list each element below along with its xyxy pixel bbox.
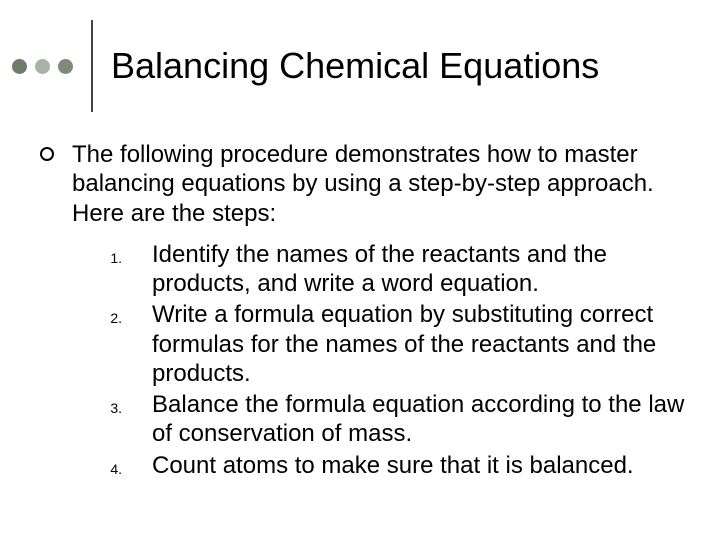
list-item: 2. Write a formula equation by substitut… — [104, 300, 700, 388]
intro-text: The following procedure demonstrates how… — [72, 140, 700, 228]
step-text: Write a formula equation by substituting… — [152, 300, 700, 388]
step-number: 4. — [104, 451, 122, 477]
dot-icon — [12, 59, 27, 74]
list-item: 4. Count atoms to make sure that it is b… — [104, 451, 700, 480]
slide: Balancing Chemical Equations The followi… — [0, 0, 720, 540]
bullet-icon — [40, 147, 54, 161]
vertical-divider-icon — [91, 20, 93, 112]
step-number: 2. — [104, 300, 122, 326]
step-text: Identify the names of the reactants and … — [152, 240, 700, 299]
step-number: 1. — [104, 240, 122, 266]
intro-row: The following procedure demonstrates how… — [40, 140, 700, 228]
list-item: 1. Identify the names of the reactants a… — [104, 240, 700, 299]
slide-body: The following procedure demonstrates how… — [12, 140, 708, 480]
steps-list: 1. Identify the names of the reactants a… — [40, 240, 700, 480]
step-number: 3. — [104, 390, 122, 416]
list-item: 3. Balance the formula equation accordin… — [104, 390, 700, 449]
page-title: Balancing Chemical Equations — [111, 45, 599, 87]
slide-header: Balancing Chemical Equations — [12, 20, 708, 112]
step-text: Count atoms to make sure that it is bala… — [152, 451, 700, 480]
step-text: Balance the formula equation according t… — [152, 390, 700, 449]
dot-icon — [35, 59, 50, 74]
dot-icon — [58, 59, 73, 74]
decorative-dots — [12, 59, 73, 74]
